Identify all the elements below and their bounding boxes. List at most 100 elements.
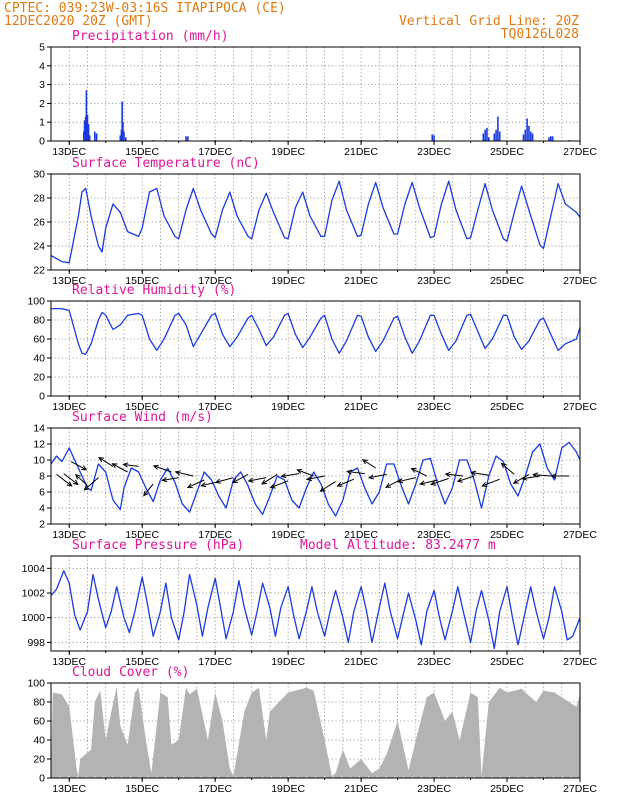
wind-arrow [56, 474, 72, 487]
pressure-xtick-label: 13DEC [52, 656, 86, 668]
pressure-ytick-label: 1002 [22, 588, 46, 600]
precip-bar [550, 136, 552, 141]
precip-bar [495, 129, 497, 141]
precip-ytick-label: 1 [39, 117, 45, 129]
wind-arrow [84, 477, 99, 491]
wind-xtick-label: 13DEC [52, 529, 86, 541]
pressure-xtick-label: 23DEC [417, 656, 451, 668]
pressure-xtick-label: 15DEC [125, 656, 159, 668]
wind-arrow-head [122, 462, 129, 468]
precip-bar [123, 131, 125, 141]
header-run-time: 12DEC2020 20Z (GMT) [4, 14, 153, 29]
wind-arrow [153, 465, 172, 473]
wind-ytick-label: 10 [33, 455, 45, 467]
wind-arrow [261, 473, 278, 485]
humidity-ytick-label: 0 [39, 391, 45, 403]
wind-arrow-head [186, 483, 193, 489]
wind-arrow [63, 473, 79, 485]
temperature-ytick-label: 24 [33, 241, 45, 253]
pressure-ytick-label: 1000 [22, 612, 46, 624]
wind-arrow [162, 477, 179, 481]
wind-arrow-head [444, 471, 451, 478]
wind-arrow [112, 463, 128, 473]
wind-arrow-head [161, 477, 168, 483]
wind-ytick-label: 12 [33, 439, 45, 451]
precip-xtick-label: 21DEC [344, 146, 378, 158]
wind-arrow-head [368, 474, 375, 480]
cloud-ytick-label: 100 [27, 678, 45, 690]
temperature-plot-area [51, 174, 580, 270]
precip-bar [522, 134, 525, 141]
wind-xtick-label: 15DEC [125, 529, 159, 541]
wind-arrow-head [280, 473, 287, 479]
wind-arrow-head [261, 479, 268, 485]
precip-bar [493, 133, 496, 141]
cloud-ytick-label: 0 [39, 773, 45, 785]
wind-xtick-label: 23DEC [417, 529, 451, 541]
precip-bar [85, 90, 88, 141]
wind-arrow-head [550, 473, 557, 479]
temperature-ytick-label: 22 [33, 265, 45, 277]
wind-arrow [320, 481, 336, 492]
precip-bar [121, 101, 123, 141]
cloud-ytick-label: 40 [33, 735, 45, 747]
humidity-xtick-label: 27DEC [563, 401, 597, 413]
wind-arrow [347, 471, 365, 475]
wind-arrow [369, 473, 387, 479]
precip-xtick-label: 15DEC [125, 146, 159, 158]
cloud-ytick-label: 60 [33, 716, 45, 728]
precip-bar [88, 135, 91, 141]
temperature-xtick-label: 25DEC [490, 275, 524, 287]
wind-arrow [398, 477, 416, 483]
precip-frame [50, 46, 581, 142]
cloud-xtick-label: 13DEC [52, 783, 86, 795]
wind-arrow-head [66, 481, 73, 487]
precip-bar [433, 135, 435, 141]
humidity-ytick-label: 20 [33, 372, 45, 384]
wind-arrow [232, 473, 249, 484]
humidity-xtick-label: 17DEC [198, 401, 232, 413]
wind-arrow [70, 461, 87, 471]
wind-arrow [75, 474, 88, 486]
wind-arrow [482, 478, 500, 487]
precip-bar [551, 136, 554, 141]
wind-title: Surface Wind (m/s) [72, 410, 213, 425]
humidity-plot-area [51, 301, 580, 396]
cloud-xtick-label: 17DEC [198, 783, 232, 795]
cloud-panel: 0 20 40 60 80 100 13DEC 15DEC 17DEC 19DEC 21DEC 23D… [27, 678, 597, 796]
temperature-series-line [50, 180, 581, 264]
precip-bar [86, 114, 89, 141]
temperature-ytick-label: 26 [33, 217, 45, 229]
pressure-xtick-label: 27DEC [563, 656, 597, 668]
cloud-ytick-label: 80 [33, 697, 45, 709]
precip-bar [498, 131, 501, 141]
wind-arrow [175, 471, 194, 477]
precip-xtick-label: 23DEC [417, 146, 451, 158]
wind-arrow [297, 469, 314, 477]
wind-arrow-head [74, 473, 81, 480]
temperature-ytick-label: 28 [33, 193, 45, 205]
precip-xtick-label: 17DEC [198, 146, 232, 158]
pressure-frame [50, 555, 581, 652]
cloud-xtick-label: 21DEC [344, 783, 378, 795]
wind-arrow [215, 477, 234, 483]
cloud-xtick-label: 25DEC [490, 783, 524, 795]
pressure-xtick-label: 25DEC [490, 656, 524, 668]
wind-xtick-label: 25DEC [490, 529, 524, 541]
wind-arrow [98, 457, 114, 467]
wind-arrow-head [361, 459, 368, 465]
temperature-frame [50, 173, 581, 271]
cloud-cover-area [51, 686, 580, 778]
temperature-xtick-label: 13DEC [52, 275, 86, 287]
precip-bar [529, 131, 532, 141]
wind-arrow-head [346, 469, 353, 475]
wind-arrow [270, 480, 289, 489]
precip-ytick-label: 0 [39, 136, 45, 148]
precip-bar [83, 120, 86, 141]
precip-plot-area [51, 47, 580, 141]
wind-arrow-head [500, 462, 507, 469]
wind-arrow-head [296, 468, 303, 474]
precip-bar [531, 133, 534, 141]
wind-arrow [307, 475, 325, 480]
wind-arrow [411, 468, 427, 477]
